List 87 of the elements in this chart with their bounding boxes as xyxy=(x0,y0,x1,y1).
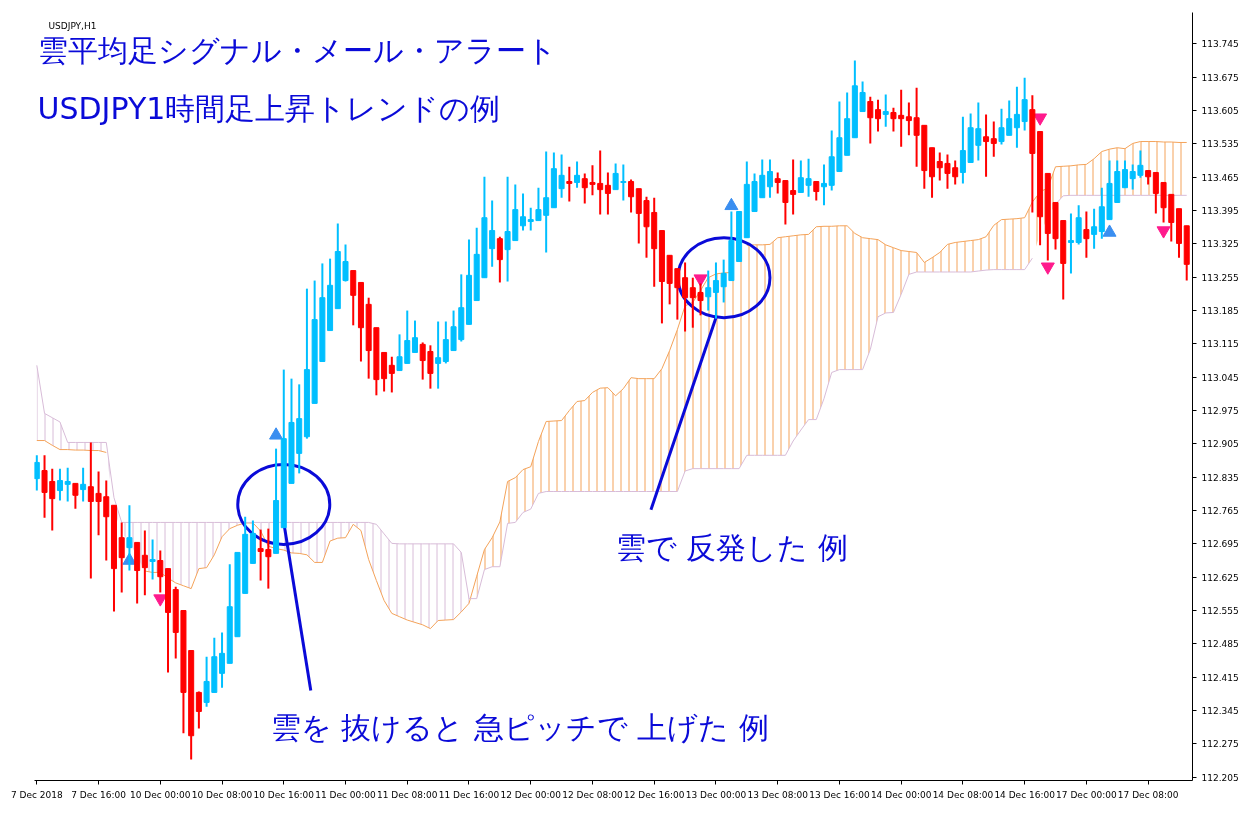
candlestick xyxy=(628,178,635,214)
x-tick-label: 14 Dec 08:00 xyxy=(932,789,994,800)
candlestick xyxy=(80,466,87,503)
candlestick xyxy=(496,235,503,284)
x-tick-label: 7 Dec 2018 xyxy=(10,789,63,800)
candlestick xyxy=(388,355,395,394)
x-tick-label: 7 Dec 16:00 xyxy=(71,789,127,800)
candlestick xyxy=(604,171,611,216)
y-tick-label: 112.205 xyxy=(1201,772,1239,783)
x-tick-label: 14 Dec 16:00 xyxy=(994,789,1056,800)
x-tick-label: 10 Dec 00:00 xyxy=(130,789,191,800)
annotation: USDJPY,H1 xyxy=(48,20,97,31)
candlestick xyxy=(766,158,773,199)
x-tick-label: 13 Dec 08:00 xyxy=(747,789,809,800)
text: 雲平均足シグナル・メール・アラート xyxy=(37,32,557,68)
y-tick-label: 112.905 xyxy=(1201,439,1239,450)
candlestick xyxy=(983,113,990,178)
candlestick xyxy=(574,160,581,189)
x-tick-label: 17 Dec 00:00 xyxy=(1056,789,1117,800)
y-tick-label: 112.835 xyxy=(1201,472,1239,483)
x-tick-label: 13 Dec 00:00 xyxy=(685,789,747,800)
x-tick-label: 11 Dec 00:00 xyxy=(315,789,377,800)
x-tick-label: 12 Dec 08:00 xyxy=(562,789,624,800)
y-tick-label: 113.255 xyxy=(1201,272,1239,283)
x-tick-label: 14 Dec 00:00 xyxy=(870,789,932,800)
y-tick-label: 113.115 xyxy=(1201,339,1239,350)
candlestick xyxy=(141,529,148,597)
candlestick xyxy=(1091,207,1098,250)
candlestick xyxy=(435,320,442,390)
candlestick xyxy=(72,482,79,510)
x-tick-label: 10 Dec 16:00 xyxy=(253,789,315,800)
y-tick-label: 112.415 xyxy=(1201,672,1239,683)
y-tick-label: 112.695 xyxy=(1201,539,1239,550)
candlestick xyxy=(705,269,712,312)
candlestick xyxy=(219,631,226,689)
point xyxy=(269,427,284,440)
candlestick xyxy=(813,180,820,202)
candlestick xyxy=(990,120,997,158)
x-tick-label: 17 Dec 08:00 xyxy=(1117,789,1179,800)
candlestick xyxy=(566,165,573,203)
point xyxy=(1156,226,1171,239)
candlestick xyxy=(820,163,827,207)
y-tick-label: 113.045 xyxy=(1201,372,1239,383)
point xyxy=(1033,113,1048,126)
point xyxy=(1040,262,1055,275)
candlestick xyxy=(1121,159,1128,189)
y-tick-label: 112.625 xyxy=(1201,572,1239,583)
candlestick xyxy=(1083,210,1090,259)
y-tick-label: 113.745 xyxy=(1201,39,1239,50)
candlestick xyxy=(195,690,202,730)
point xyxy=(693,274,708,287)
y-tick-label: 112.275 xyxy=(1201,739,1239,750)
candlestick xyxy=(157,549,164,594)
x-tick-label: 12 Dec 16:00 xyxy=(623,789,685,800)
candlestick xyxy=(411,319,418,354)
x-tick-label: 10 Dec 08:00 xyxy=(191,789,253,800)
y-tick-label: 112.555 xyxy=(1201,606,1239,617)
y-tick-label: 112.975 xyxy=(1201,406,1239,417)
text: USDJPY1時間足上昇トレンドの例 xyxy=(37,90,501,126)
y-tick-label: 113.185 xyxy=(1201,306,1239,317)
x-tick-label: 13 Dec 16:00 xyxy=(809,789,870,800)
x-tick-label: 12 Dec 00:00 xyxy=(500,789,562,800)
candlestick xyxy=(867,95,874,145)
y-tick-label: 113.535 xyxy=(1201,139,1239,150)
candlestick xyxy=(1067,212,1074,275)
candlestick xyxy=(875,98,882,133)
candlestick xyxy=(520,192,527,232)
y-tick-label: 113.465 xyxy=(1201,172,1239,183)
annotation: 雲で 反発した 例 xyxy=(615,529,849,565)
y-tick-label: 112.765 xyxy=(1201,506,1239,517)
x-tick-label: 11 Dec 16:00 xyxy=(438,789,500,800)
candlestick xyxy=(34,454,40,492)
candlestick xyxy=(882,93,889,128)
x-tick-label: 11 Dec 08:00 xyxy=(376,789,438,800)
candlestick xyxy=(149,538,156,581)
y-tick-label: 113.325 xyxy=(1201,239,1239,250)
y-tick-label: 113.605 xyxy=(1201,106,1239,117)
candlestick xyxy=(712,261,719,320)
y-tick-label: 112.485 xyxy=(1201,639,1239,650)
y-tick-label: 112.345 xyxy=(1201,706,1239,717)
candlestick xyxy=(126,504,133,572)
y-tick-label: 113.395 xyxy=(1201,206,1239,217)
candlestick xyxy=(118,521,125,594)
candlestick xyxy=(56,467,63,502)
candlestick xyxy=(64,466,71,503)
y-tick-label: 113.675 xyxy=(1201,72,1239,83)
annotation: 雲を 抜けると 急ピッチで 上げた 例 xyxy=(270,710,769,746)
